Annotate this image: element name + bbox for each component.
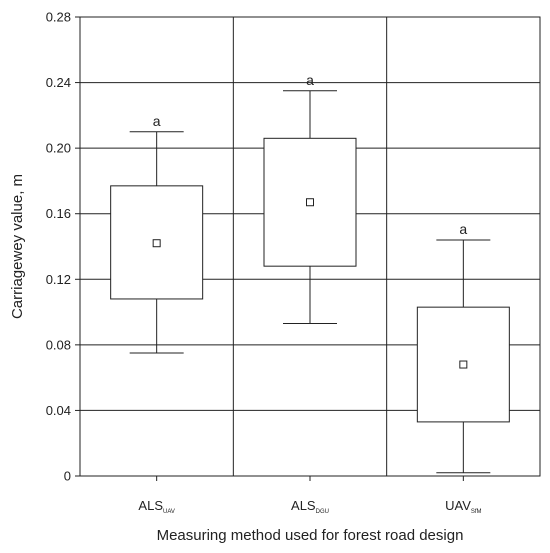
box-group: a	[416, 221, 510, 474]
x-tick-label: ALSUAV	[138, 498, 174, 515]
y-tick-label: 0	[64, 469, 71, 484]
y-tick-label: 0.24	[46, 75, 71, 90]
x-tick-label: UAVSfM	[445, 498, 481, 515]
y-axis-title: Carriagewey value, m	[9, 174, 26, 319]
y-tick-label: 0.08	[46, 337, 71, 352]
x-axis: ALSUAV ALSDGU UAVSfM	[138, 476, 482, 515]
mean-marker	[152, 239, 161, 248]
mean-marker	[306, 198, 314, 207]
box-iqr	[263, 137, 357, 267]
x-tick-label: ALSDGU	[291, 498, 329, 515]
y-tick-label: 0.12	[46, 272, 71, 287]
significance-letter: a	[153, 113, 161, 129]
box-group: a	[263, 72, 357, 325]
mean-marker	[459, 360, 468, 369]
y-tick-label: 0.04	[46, 403, 71, 418]
boxes: a a a	[110, 72, 510, 474]
significance-letter: a	[306, 72, 314, 88]
box-group: a	[110, 113, 204, 354]
significance-letter: a	[459, 221, 467, 237]
y-tick-label: 0.28	[46, 10, 71, 25]
y-tick-label: 0.20	[46, 141, 71, 156]
y-axis: 0 0.04 0.08 0.12 0.16 0.20 0.24 0.28	[46, 10, 80, 484]
x-axis-title: Measuring method used for forest road de…	[157, 527, 464, 544]
y-tick-label: 0.16	[46, 206, 71, 221]
